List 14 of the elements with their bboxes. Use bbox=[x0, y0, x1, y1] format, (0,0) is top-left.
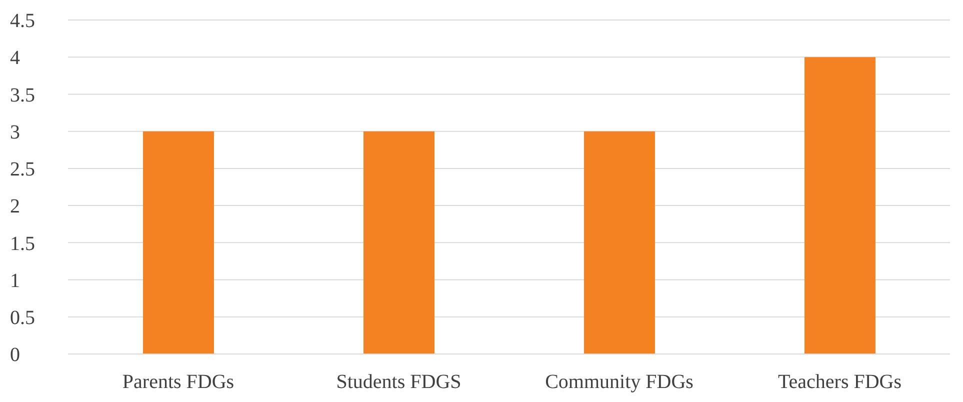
y-tick-label: 2.5 bbox=[10, 158, 35, 181]
y-tick-label: 1 bbox=[10, 270, 20, 292]
y-tick-label: 4.5 bbox=[10, 10, 35, 32]
x-tick-label: Students FDGS bbox=[336, 371, 462, 394]
y-tick-label: 4 bbox=[10, 47, 20, 70]
y-tick-label: 1.5 bbox=[10, 232, 35, 255]
y-tick-label: 2 bbox=[10, 196, 20, 218]
y-tick-label: 0 bbox=[10, 344, 20, 366]
x-tick-label: Parents FDGs bbox=[122, 371, 234, 394]
y-tick-label: 3.5 bbox=[10, 84, 35, 106]
y-tick-label: 3 bbox=[10, 121, 20, 144]
x-tick-label: Community FDGs bbox=[545, 371, 694, 394]
y-tick-label: 0.5 bbox=[10, 306, 35, 329]
x-tick-label: Teachers FDGs bbox=[778, 371, 902, 394]
